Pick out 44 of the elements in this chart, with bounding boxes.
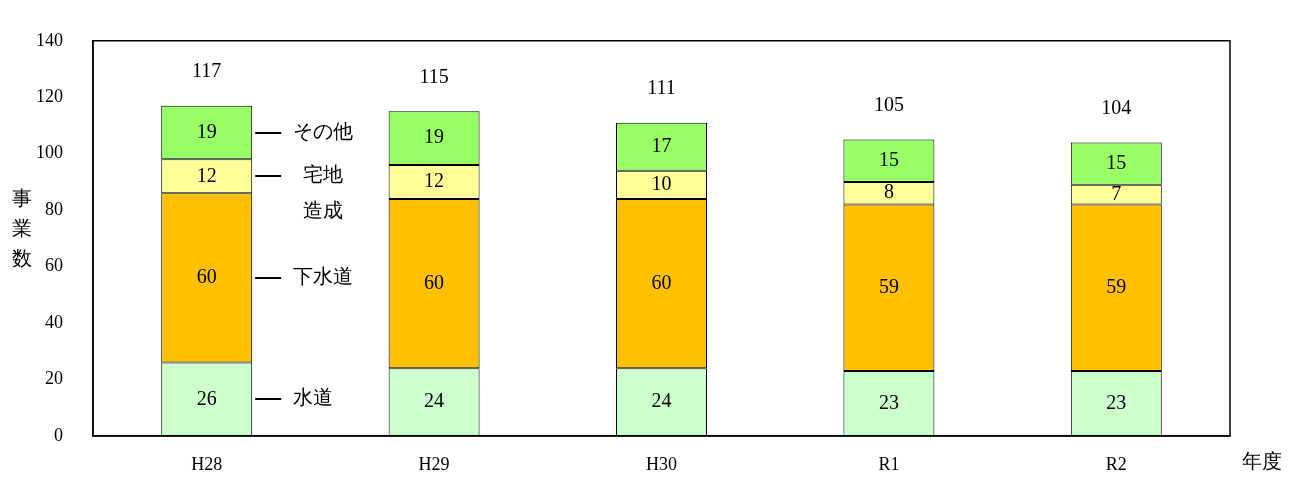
data-label: 15 xyxy=(878,148,899,171)
y-tick-label: 20 xyxy=(45,368,63,389)
data-label: 12 xyxy=(424,169,445,192)
data-label: 12 xyxy=(196,163,217,186)
x-tick-label: R1 xyxy=(878,453,900,474)
y-tick-label: 40 xyxy=(45,311,63,332)
data-label: 24 xyxy=(424,389,445,412)
data-label: 60 xyxy=(196,265,217,288)
data-label: 8 xyxy=(883,180,894,203)
data-label: 15 xyxy=(1106,150,1127,173)
data-label: 59 xyxy=(1106,275,1127,298)
y-tick-label: 0 xyxy=(54,424,63,445)
data-label: 10 xyxy=(651,172,672,195)
y-tick-label: 100 xyxy=(36,142,63,163)
data-label: 60 xyxy=(424,270,445,293)
total-label: 111 xyxy=(647,75,676,98)
y-tick-label: 140 xyxy=(36,29,63,50)
total-label: 117 xyxy=(192,58,222,81)
text: 宅地造成 xyxy=(303,163,344,222)
data-label: 23 xyxy=(1106,390,1127,413)
x-axis-title: 年度 xyxy=(1242,450,1282,473)
data-label: 23 xyxy=(878,390,899,413)
total-label: 104 xyxy=(1101,95,1132,118)
data-label: 7 xyxy=(1111,181,1122,204)
text: 水道 xyxy=(293,386,334,409)
y-tick-label: 80 xyxy=(45,198,63,219)
data-label: 59 xyxy=(878,275,899,298)
data-label: 60 xyxy=(651,270,672,293)
x-tick-label: R2 xyxy=(1105,453,1127,474)
data-label: 19 xyxy=(424,125,445,148)
series-label: 下水道 xyxy=(293,265,354,288)
y-tick-label: 60 xyxy=(45,255,63,276)
y-axis-title: 事業数 xyxy=(12,187,32,270)
total-label: 115 xyxy=(419,64,449,87)
x-tick-label: H29 xyxy=(418,453,450,474)
data-label: 17 xyxy=(651,133,672,156)
data-label: 19 xyxy=(196,119,217,142)
x-tick-label: H28 xyxy=(191,453,223,474)
total-label: 105 xyxy=(873,92,904,115)
x-tick-label: H30 xyxy=(646,453,677,474)
data-label: 24 xyxy=(651,389,672,412)
y-tick-label: 120 xyxy=(36,85,63,106)
series-label: その他 xyxy=(293,120,354,143)
data-label: 26 xyxy=(196,386,217,409)
